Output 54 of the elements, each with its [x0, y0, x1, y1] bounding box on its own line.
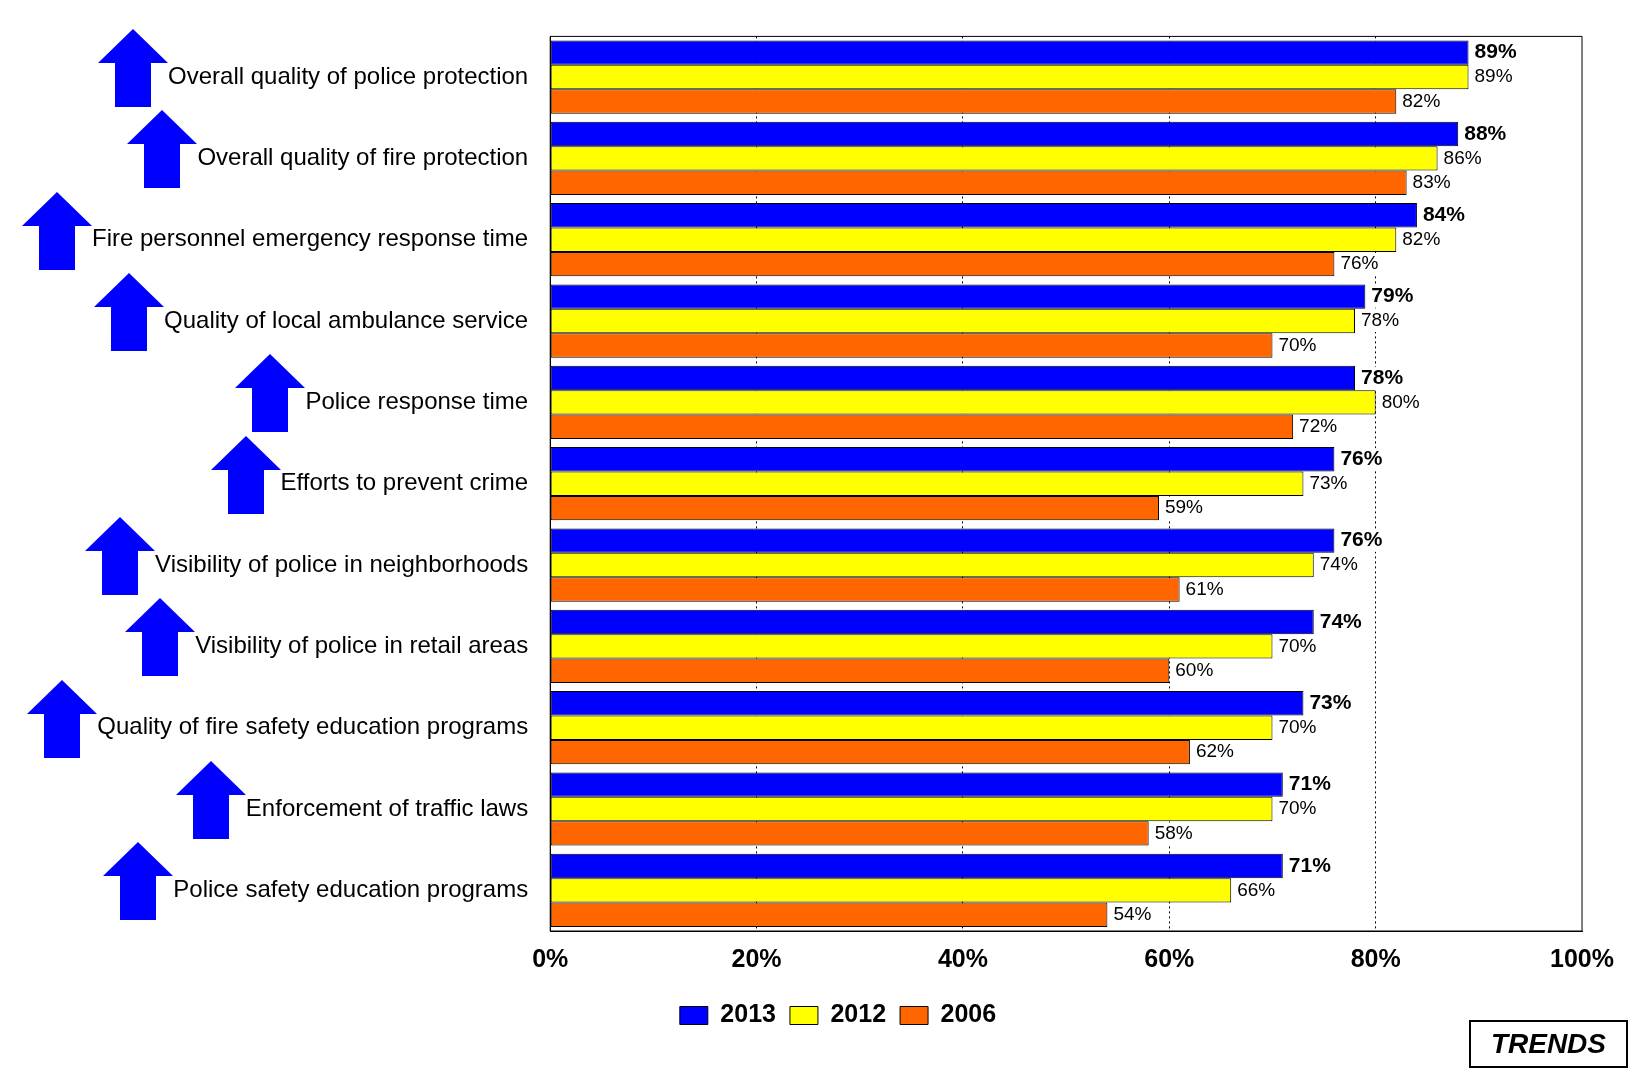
- y-tick-label: Visibility of police in retail areas: [195, 630, 529, 658]
- data-label: 88%: [1464, 120, 1507, 144]
- y-tick-label: Visibility of police in neighborhoods: [155, 549, 529, 577]
- data-label: 78%: [1361, 364, 1404, 388]
- data-label: 82%: [1402, 227, 1441, 249]
- x-tick-label: 40%: [937, 943, 988, 972]
- data-label: 62%: [1195, 740, 1235, 762]
- data-label: 58%: [1154, 821, 1193, 843]
- data-label: 59%: [1164, 496, 1204, 518]
- data-label: 71%: [1288, 771, 1332, 795]
- data-label: 80%: [1381, 390, 1420, 412]
- data-label: 76%: [1340, 252, 1379, 274]
- x-tick-label: 100%: [1550, 943, 1615, 972]
- data-label: 54%: [1113, 902, 1152, 924]
- legend-label: 2013: [720, 999, 776, 1028]
- y-tick-label: Quality of local ambulance service: [164, 305, 529, 333]
- x-tick-label: 0%: [532, 943, 569, 972]
- legend-label: 2006: [940, 999, 997, 1028]
- data-label: 71%: [1288, 852, 1332, 876]
- data-label: 70%: [1278, 715, 1317, 737]
- data-label: 73%: [1309, 690, 1352, 714]
- y-tick-label: Police safety education programs: [173, 874, 529, 902]
- x-tick-label: 60%: [1144, 943, 1195, 972]
- data-label: 89%: [1474, 65, 1513, 87]
- y-tick-label: Fire personnel emergency response time: [91, 224, 529, 252]
- y-tick-label: Quality of fire safety education programs: [97, 712, 529, 740]
- data-label: 82%: [1402, 89, 1441, 111]
- data-label: 61%: [1185, 577, 1224, 599]
- data-label: 83%: [1412, 171, 1451, 193]
- data-label: 66%: [1237, 878, 1276, 900]
- y-tick-label: Efforts to prevent crime: [280, 468, 529, 496]
- data-label: 78%: [1361, 309, 1400, 331]
- data-label: 76%: [1340, 527, 1383, 551]
- data-label: 74%: [1319, 608, 1363, 632]
- data-label: 70%: [1278, 634, 1317, 656]
- data-label: 70%: [1278, 333, 1317, 355]
- data-label: 73%: [1309, 471, 1348, 493]
- text: TRENDS: [1468, 1020, 1628, 1068]
- data-label: 89%: [1474, 39, 1517, 63]
- data-label: 86%: [1443, 146, 1482, 168]
- x-tick-label: 20%: [731, 943, 782, 972]
- data-label: 72%: [1299, 415, 1338, 437]
- x-tick-label: 80%: [1350, 943, 1401, 972]
- y-tick-label: Police response time: [305, 387, 529, 414]
- y-tick-label: Overall quality of police protection: [168, 61, 529, 89]
- data-label: 79%: [1371, 283, 1414, 307]
- y-tick-label: Enforcement of traffic laws: [245, 793, 529, 821]
- legend-label: 2012: [830, 999, 887, 1028]
- y-tick-label: Overall quality of fire protection: [197, 143, 529, 171]
- data-label: 60%: [1175, 658, 1214, 680]
- data-label: 70%: [1278, 797, 1317, 819]
- data-label: 84%: [1422, 202, 1466, 226]
- data-label: 74%: [1319, 553, 1358, 575]
- data-label: 76%: [1340, 446, 1383, 470]
